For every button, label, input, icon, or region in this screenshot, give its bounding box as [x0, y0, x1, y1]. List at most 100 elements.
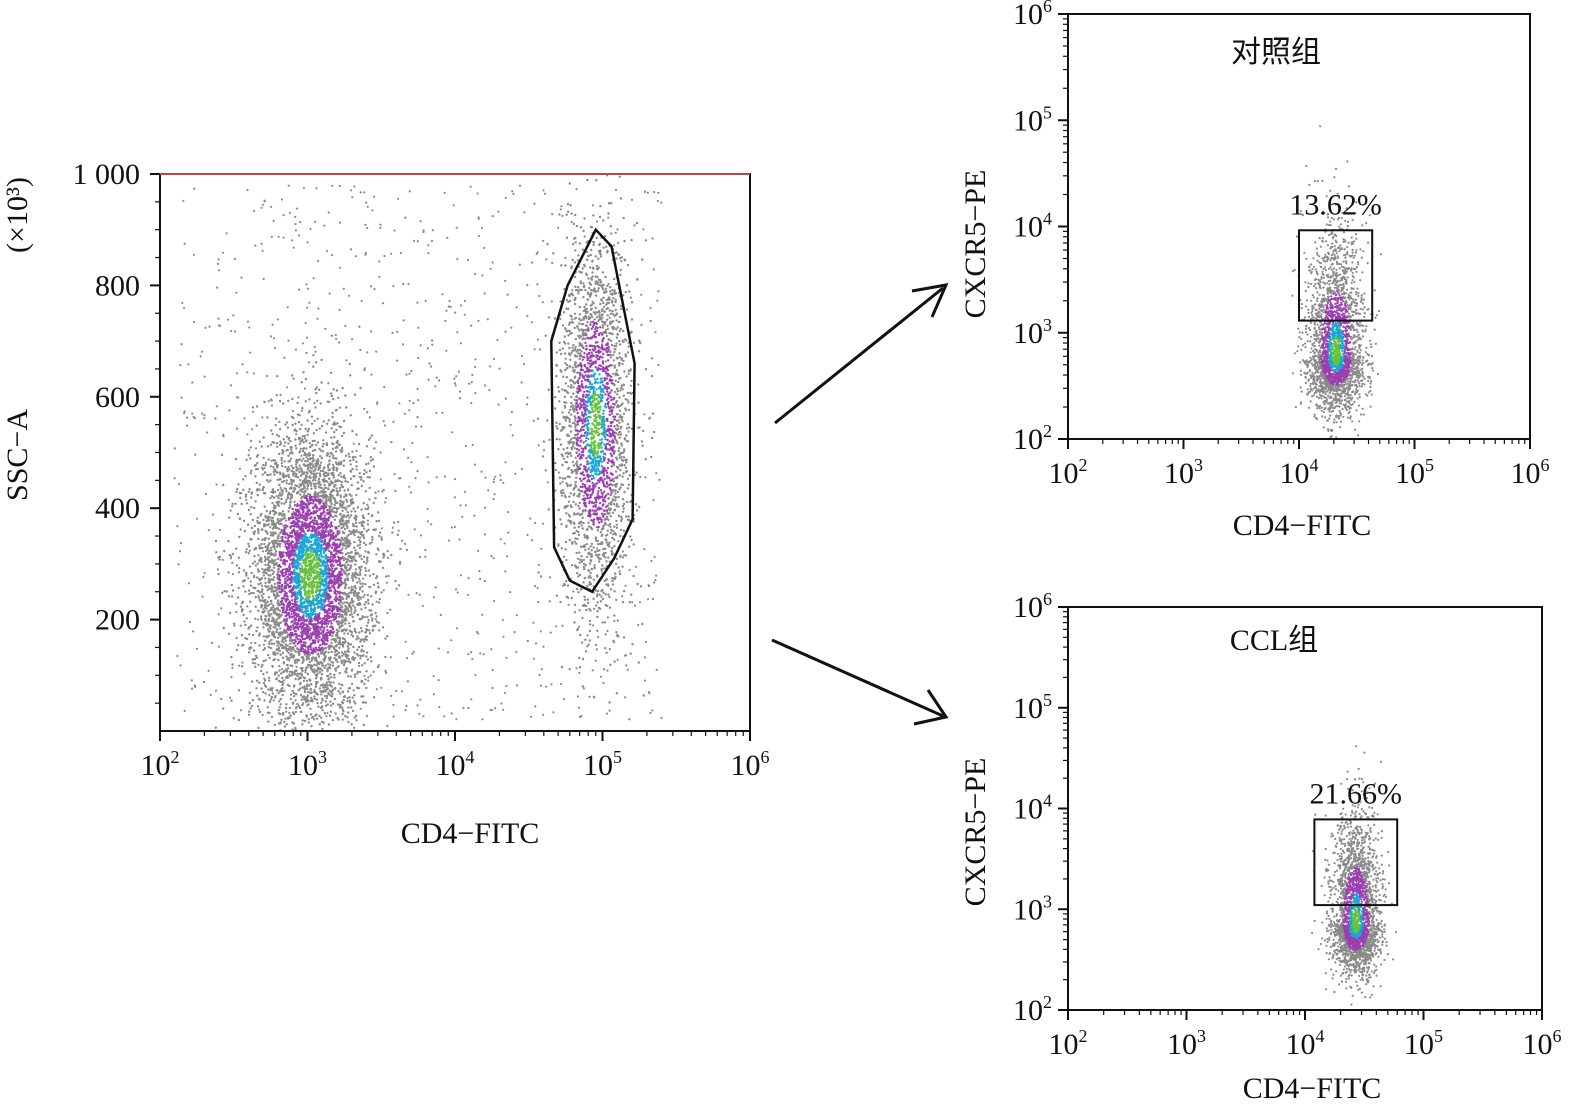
event-dot — [292, 489, 296, 493]
event-dot — [359, 657, 362, 660]
event-dot — [272, 470, 275, 474]
event-dot — [241, 600, 245, 604]
event-dot — [339, 472, 342, 475]
event-dot — [328, 680, 331, 684]
event-dot — [255, 481, 258, 485]
event-dot — [249, 472, 252, 475]
event-dot — [309, 687, 312, 691]
event-dot — [335, 511, 338, 514]
event-dot — [234, 502, 237, 505]
event-dot — [291, 423, 294, 427]
event-dot — [287, 492, 291, 496]
event-dot — [306, 529, 309, 532]
event-dot — [320, 457, 324, 460]
event-dot — [321, 633, 325, 636]
event-dot — [255, 629, 258, 633]
event-dot — [313, 526, 316, 529]
event-dot — [248, 691, 252, 694]
event-dot — [344, 542, 347, 545]
event-dot — [310, 482, 313, 485]
event-dot — [595, 220, 599, 223]
event-dot — [402, 282, 405, 286]
event-dot — [263, 555, 267, 559]
event-dot — [294, 630, 297, 633]
event-dot — [583, 235, 586, 238]
event-dot — [289, 440, 292, 443]
event-dot — [291, 409, 295, 413]
event-dot — [309, 549, 312, 552]
event-dot — [288, 459, 291, 463]
event-dot — [654, 579, 657, 582]
event-dot — [391, 331, 394, 334]
event-dot — [319, 455, 322, 458]
event-dot — [317, 482, 321, 486]
event-dot — [506, 293, 509, 296]
event-dot — [270, 235, 273, 238]
event-dot — [504, 461, 507, 464]
event-dot — [294, 223, 297, 226]
event-dot — [348, 294, 351, 297]
event-dot — [295, 484, 299, 488]
event-dot — [222, 626, 225, 630]
event-dot — [343, 637, 346, 641]
event-dot — [349, 459, 352, 462]
event-dot — [491, 215, 494, 218]
event-dot — [384, 671, 388, 674]
event-dot — [381, 626, 385, 629]
event-dot — [317, 596, 320, 599]
event-dot — [303, 687, 307, 690]
event-dot — [339, 551, 342, 554]
event-dot — [533, 585, 537, 588]
event-dot — [292, 246, 295, 249]
event-dot — [330, 254, 333, 257]
event-dot — [333, 646, 336, 649]
event-dot — [268, 626, 271, 629]
event-dot — [299, 625, 302, 628]
event-dot — [288, 711, 291, 715]
event-dot — [550, 300, 553, 303]
event-dot — [504, 330, 507, 333]
event-dot — [262, 626, 265, 629]
event-dot — [264, 604, 268, 607]
event-dot — [303, 496, 307, 500]
event-dot — [294, 229, 297, 232]
event-dot — [455, 226, 458, 229]
event-dot — [494, 475, 497, 478]
event-dot — [282, 645, 285, 648]
event-dot — [498, 367, 501, 370]
event-dot — [258, 698, 261, 701]
event-dot — [279, 440, 282, 443]
event-dot — [422, 230, 425, 234]
event-dot — [640, 293, 643, 296]
event-dot — [306, 484, 310, 488]
event-dot — [337, 651, 341, 655]
event-dot — [353, 393, 357, 396]
event-dot — [354, 576, 358, 579]
event-dot — [359, 540, 362, 544]
event-dot — [269, 574, 272, 577]
event-dot — [300, 525, 303, 529]
event-dot — [338, 479, 341, 483]
event-dot — [353, 585, 356, 588]
event-dot — [379, 531, 382, 534]
event-dot — [358, 687, 361, 690]
event-dot — [351, 696, 354, 699]
event-dot — [633, 604, 637, 607]
event-dot — [364, 574, 367, 577]
event-dot — [294, 463, 298, 466]
event-dot — [299, 599, 302, 602]
event-dot — [363, 674, 366, 677]
event-dot — [328, 666, 332, 670]
event-dot — [272, 566, 276, 569]
event-dot — [579, 282, 583, 285]
event-dot — [412, 650, 415, 654]
event-dot — [302, 371, 305, 374]
event-dot — [264, 558, 267, 561]
event-dot — [345, 519, 348, 523]
event-dot — [461, 515, 464, 518]
event-dot — [262, 277, 265, 280]
event-dot — [248, 449, 251, 452]
event-dot — [299, 479, 302, 482]
event-dot — [301, 407, 304, 410]
event-dot — [258, 632, 261, 635]
